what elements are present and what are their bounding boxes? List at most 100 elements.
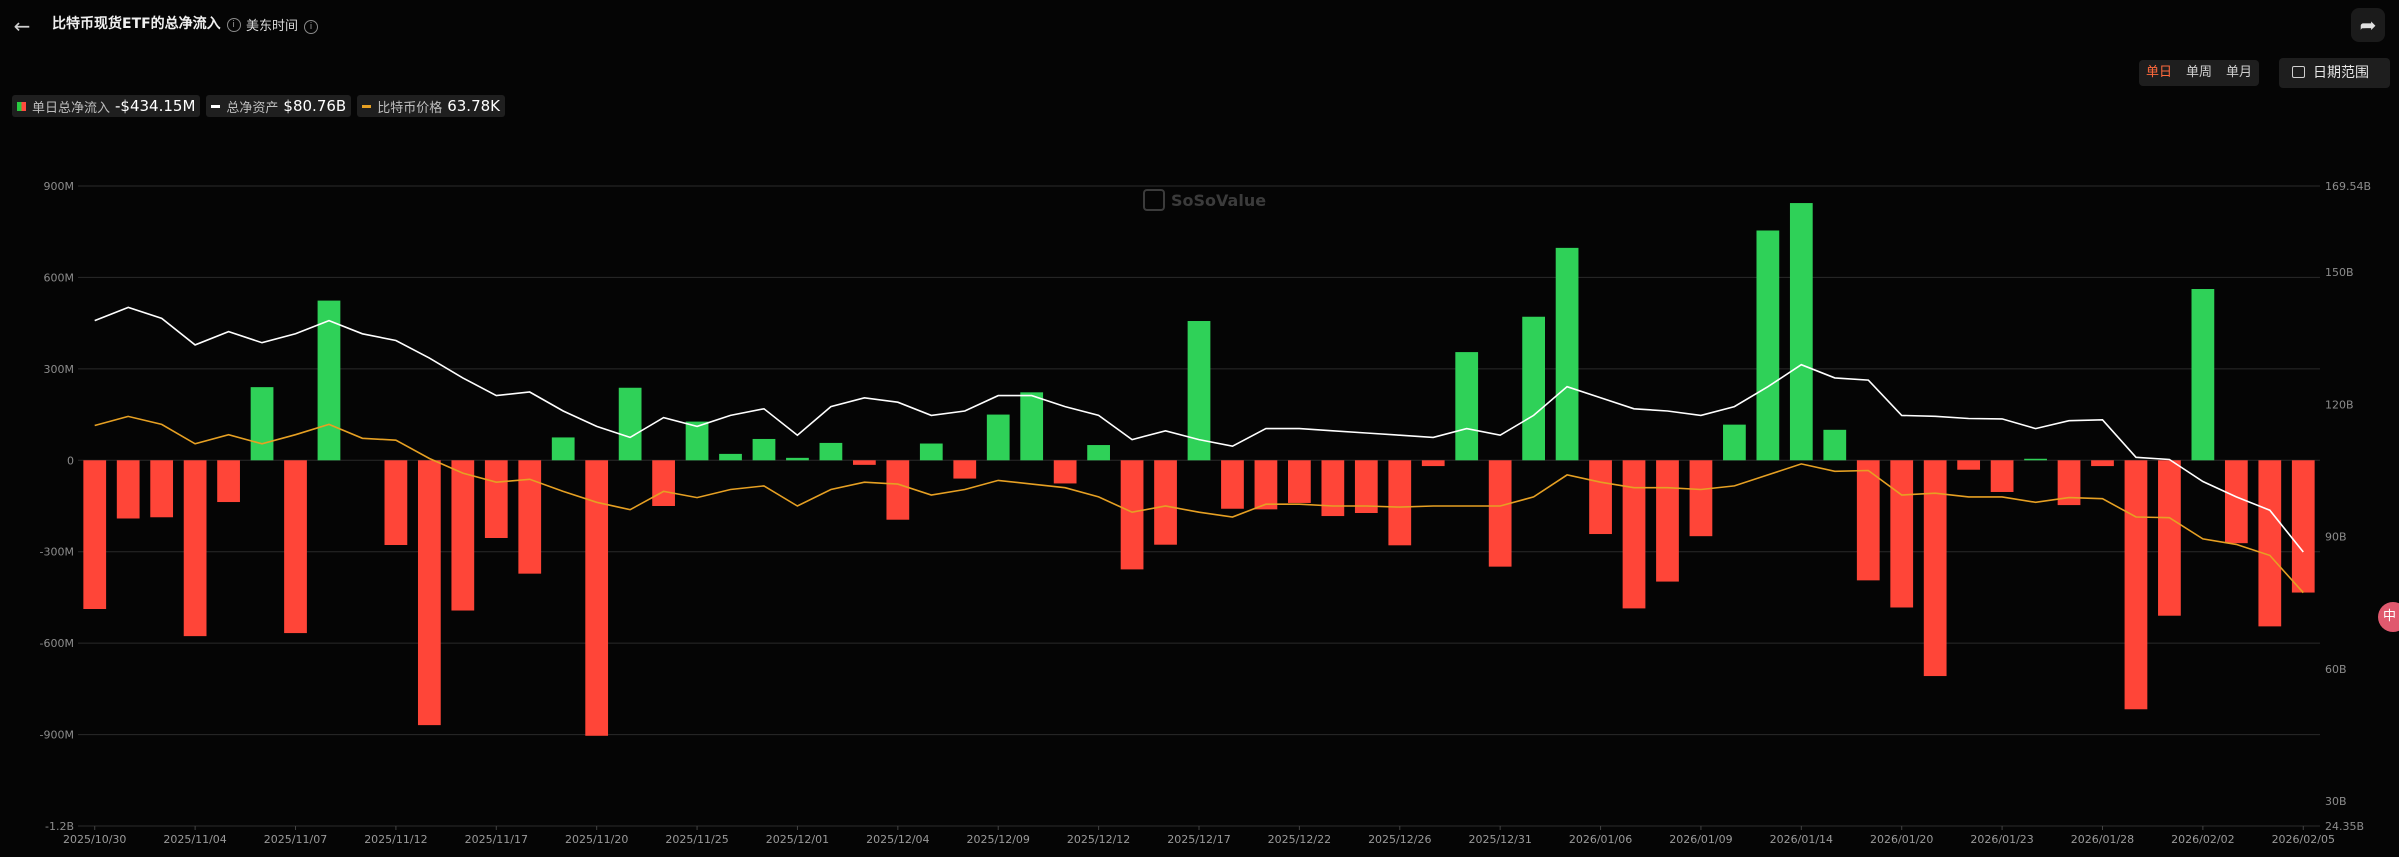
x-tick-label: 2025/12/01: [766, 833, 829, 846]
netflow-bar: [1689, 460, 1713, 537]
netflow-bar: [2057, 460, 2081, 506]
netflow-bar: [2158, 460, 2181, 616]
netflow-bar: [1455, 352, 1479, 461]
btc-price-line: [94, 415, 2304, 594]
netflow-bar: [183, 460, 207, 637]
netflow-bar: [1154, 460, 1177, 545]
y-right-tick-label: 30B: [2325, 795, 2347, 808]
netflow-bar: [1254, 460, 1278, 510]
netflow-bar: [2091, 460, 2114, 467]
x-tick-label: 2025/11/07: [264, 833, 327, 846]
netflow-bar: [685, 421, 709, 461]
netflow-bar: [1120, 460, 1144, 570]
x-tick-label: 2026/02/02: [2171, 833, 2234, 846]
assets-swatch: [211, 104, 221, 108]
calendar-icon: [2292, 66, 2305, 78]
netflow-bar: [451, 460, 475, 611]
top-bar: ← 比特币现货ETF的总净流入 i 美东时间 i ➦: [0, 0, 2399, 50]
netflow-bar: [1421, 460, 1445, 467]
legend-assets-value: $80.76B: [283, 97, 347, 115]
x-tick-label: 2025/12/04: [866, 833, 929, 846]
page-title: 比特币现货ETF的总净流入 i: [52, 13, 241, 33]
netflow-bar: [819, 442, 843, 461]
legend-price[interactable]: 比特币价格 63.78K: [357, 95, 505, 117]
side-badge[interactable]: 中: [2378, 602, 2399, 632]
netflow-bar: [384, 460, 408, 546]
x-tick-label: 2025/11/12: [364, 833, 427, 846]
timezone-info-icon[interactable]: i: [304, 20, 319, 34]
netflow-bar: [1622, 460, 1646, 609]
legend-assets-label: 总净资产: [226, 100, 279, 116]
netflow-bar: [1756, 230, 1780, 461]
netflow-bar: [953, 460, 977, 479]
y-left-tick-label: -1.2B: [45, 820, 74, 833]
y-right-tick-label: 90B: [2325, 531, 2347, 544]
x-tick-label: 2026/01/14: [1770, 833, 1833, 846]
netflow-bar: [1221, 460, 1244, 509]
netflow-bar: [1288, 460, 1311, 503]
netflow-bar: [1354, 460, 1378, 514]
back-arrow-icon[interactable]: ←: [13, 14, 31, 38]
info-icon[interactable]: i: [226, 18, 241, 32]
share-icon[interactable]: ➦: [2351, 8, 2385, 42]
legend-assets[interactable]: 总净资产 $80.76B: [206, 95, 352, 117]
netflow-bar: [585, 460, 609, 736]
netflow-bar: [1388, 460, 1412, 546]
watermark-text: SoSoValue: [1171, 191, 1267, 210]
x-tick-label: 2025/12/17: [1167, 833, 1230, 846]
netflow-bar: [1187, 321, 1211, 461]
netflow-bar: [217, 460, 240, 503]
netflow-bar: [484, 460, 508, 538]
netflow-bar: [317, 300, 341, 461]
total-assets-line: [94, 306, 2304, 553]
y-left-tick-label: 300M: [44, 363, 75, 376]
watermark: SoSoValue: [1143, 189, 1266, 211]
netflow-bar: [417, 460, 441, 726]
period-tabs: 单日 单周 单月: [2139, 60, 2260, 86]
netflow-bar: [719, 453, 742, 461]
netflow-bar: [1020, 392, 1044, 461]
netflow-bar: [752, 438, 776, 461]
x-tick-label: 2026/01/20: [1870, 833, 1933, 846]
netflow-bar: [786, 457, 809, 461]
x-tick-label: 2026/01/23: [1970, 833, 2033, 846]
legend-price-value: 63.78K: [447, 97, 500, 115]
tab-month[interactable]: 单月: [2226, 65, 2253, 80]
x-tick-label: 2026/02/05: [2272, 833, 2335, 846]
x-tick-label: 2025/12/12: [1067, 833, 1130, 846]
netflow-bar: [250, 387, 274, 461]
legend-price-label: 比特币价格: [377, 100, 443, 116]
legend-netflow-label: 单日总净流入: [32, 100, 111, 116]
x-tick-label: 2025/10/30: [63, 833, 126, 846]
date-range-button[interactable]: 日期范围: [2279, 58, 2390, 88]
x-tick-label: 2026/01/06: [1569, 833, 1632, 846]
y-right-tick-label: 120B: [2325, 398, 2354, 411]
x-tick-label: 2026/01/09: [1669, 833, 1732, 846]
netflow-bar: [2258, 460, 2282, 627]
netflow-bar: [518, 460, 542, 574]
x-tick-label: 2025/11/04: [163, 833, 226, 846]
netflow-bar: [2191, 289, 2215, 461]
netflow-bar: [1488, 460, 1512, 567]
netflow-swatch: [17, 101, 26, 111]
netflow-bar: [2124, 460, 2148, 710]
x-tick-label: 2026/01/28: [2071, 833, 2134, 846]
date-range-label: 日期范围: [2313, 65, 2369, 81]
tab-week[interactable]: 单周: [2186, 65, 2213, 80]
netflow-bar: [1923, 460, 1947, 677]
x-tick-label: 2025/11/20: [565, 833, 628, 846]
netflow-bar: [1789, 203, 1813, 461]
y-right-tick-label: 169.54B: [2325, 180, 2371, 193]
netflow-bar: [116, 460, 140, 519]
netflow-bar: [1053, 460, 1077, 484]
netflow-bar: [852, 460, 876, 465]
netflow-bar: [1957, 460, 1981, 470]
x-tick-label: 2025/11/17: [465, 833, 528, 846]
netflow-bar: [1522, 316, 1546, 461]
netflow-bar: [919, 443, 943, 461]
netflow-bar: [2224, 460, 2248, 544]
y-left-tick-label: 900M: [44, 180, 75, 193]
legend-netflow[interactable]: 单日总净流入 -$434.15M: [12, 95, 201, 117]
tab-day[interactable]: 单日: [2146, 65, 2173, 80]
